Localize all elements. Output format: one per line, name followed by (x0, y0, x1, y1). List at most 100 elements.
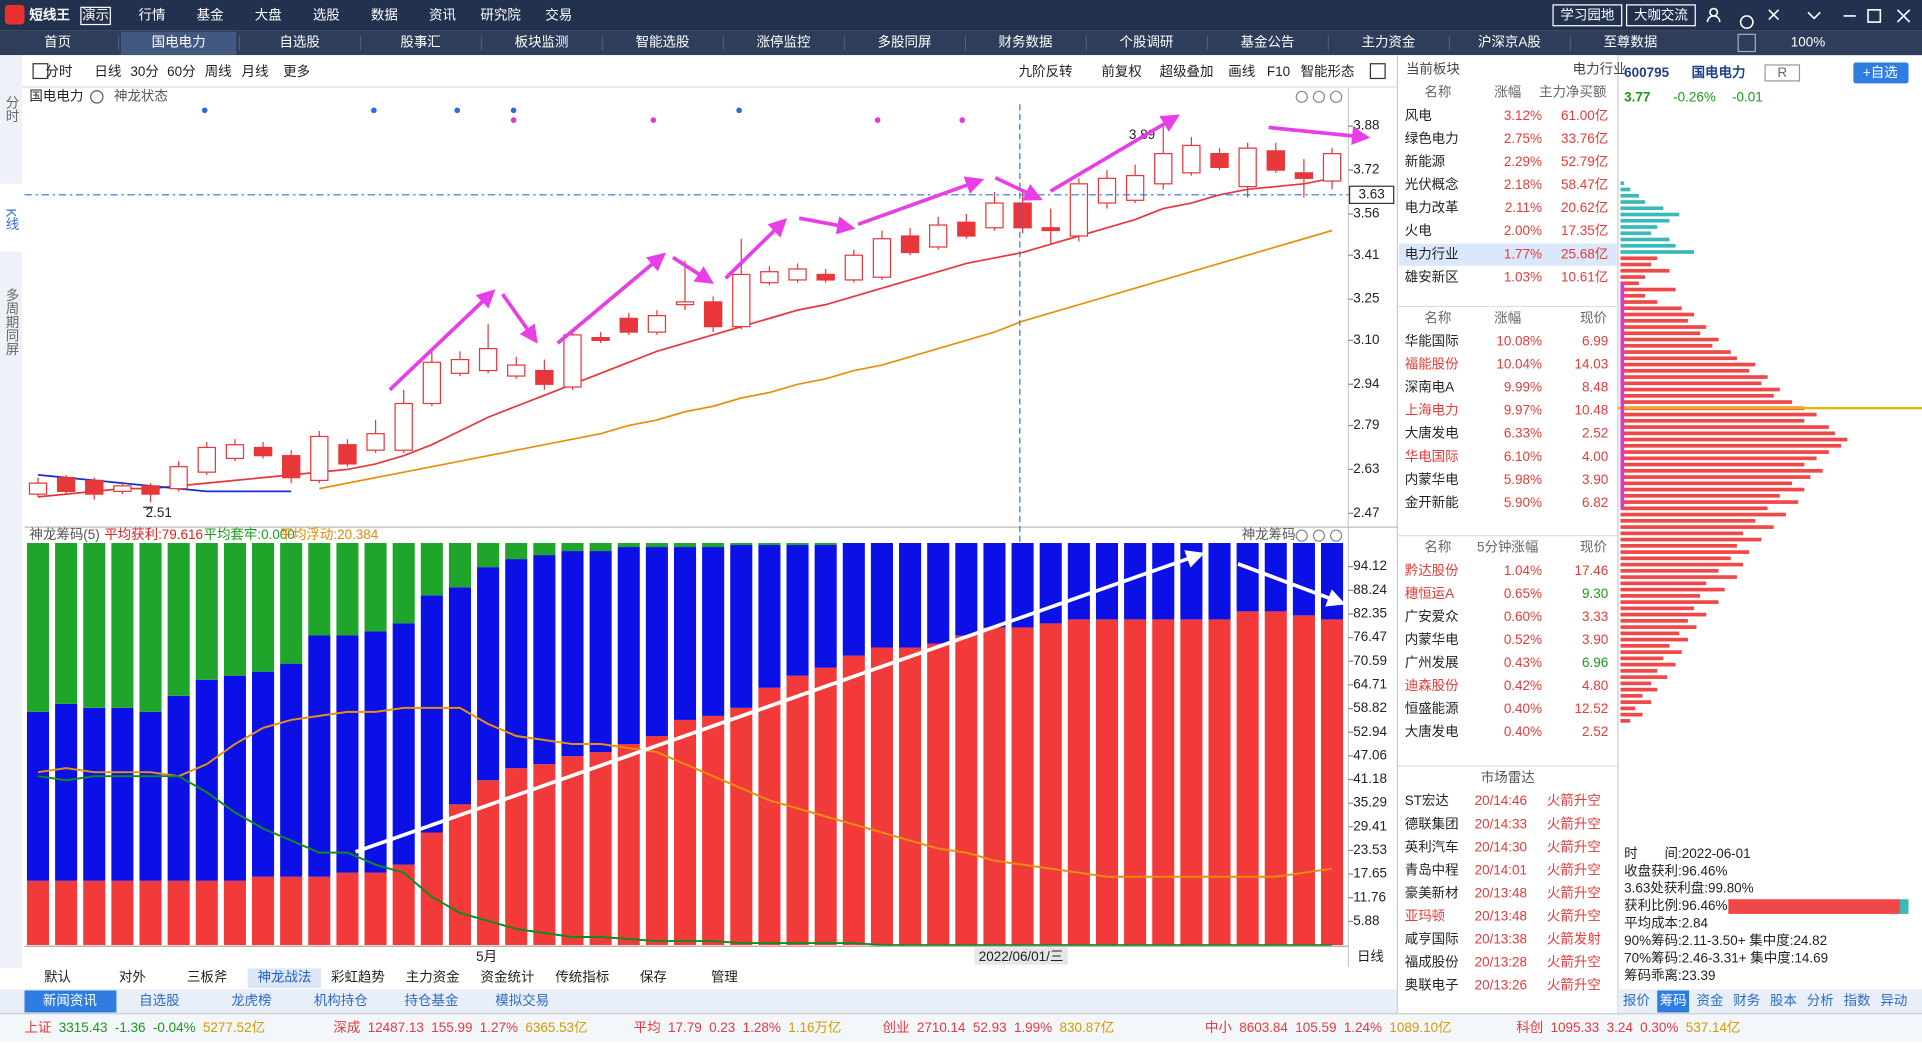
bottom-tab[interactable]: 龙虎榜 (231, 992, 271, 1008)
indicator-tab[interactable]: 传统指标 (555, 970, 609, 985)
tab[interactable]: 板块监测 (515, 34, 569, 49)
menu-item[interactable]: 选股 (313, 7, 340, 22)
dropdown-icon[interactable] (90, 90, 104, 104)
radar-name[interactable]: 亚玛顿 (1405, 908, 1445, 923)
indicator-tab[interactable]: 默认 (44, 970, 71, 985)
row-name[interactable]: 上海电力 (1405, 403, 1459, 418)
row-name[interactable]: 华能国际 (1405, 334, 1459, 349)
toolbar-button[interactable]: 月线 (241, 64, 268, 79)
panel-icon[interactable] (1295, 529, 1308, 542)
top-button-label[interactable]: 大咖交流 (1634, 6, 1688, 22)
menu-item[interactable]: 行情 (139, 7, 166, 22)
right-tab[interactable]: 资金 (1696, 993, 1723, 1008)
window-icon[interactable] (1807, 11, 1821, 20)
bottom-tab[interactable]: 新闻资讯 (43, 993, 97, 1008)
menu-item[interactable]: 大盘 (255, 6, 282, 22)
window-icon[interactable] (1768, 9, 1780, 21)
right-tab[interactable]: 财务 (1733, 993, 1760, 1008)
row-name[interactable]: 内蒙华电 (1405, 472, 1459, 487)
panel-icon[interactable] (1329, 90, 1343, 103)
right-tab[interactable]: 异动 (1880, 993, 1907, 1008)
toolbar-button[interactable]: F10 (1267, 64, 1290, 79)
panel-icon[interactable] (1312, 529, 1326, 542)
radar-name[interactable]: 福成股份 (1405, 955, 1459, 970)
row-name[interactable]: 火电 (1405, 223, 1432, 238)
side-tab[interactable]: K线 (4, 208, 20, 231)
status-item[interactable]: 上证 (25, 1020, 52, 1035)
row-name[interactable]: 电力行业 (1405, 246, 1459, 261)
toolbar-button[interactable]: 分时 (45, 64, 72, 79)
window-icon[interactable] (1739, 15, 1754, 29)
indicator-tab[interactable]: 资金统计 (481, 970, 535, 985)
tab[interactable]: 个股调研 (1120, 34, 1174, 49)
toolbar-button[interactable]: 60分 (167, 64, 195, 79)
toolbar-button[interactable]: 画线 (1228, 64, 1255, 79)
status-item[interactable]: 平均 (634, 1020, 661, 1035)
radar-name[interactable]: 咸亨国际 (1405, 930, 1459, 946)
window-icon[interactable] (1896, 9, 1911, 23)
menu-item[interactable]: 资讯 (429, 7, 456, 22)
row-name[interactable]: 新能源 (1405, 154, 1446, 169)
row-name[interactable]: 黔达股份 (1405, 563, 1459, 578)
row-name[interactable]: 深南电A (1405, 380, 1454, 395)
indicator-tab[interactable]: 对外 (119, 970, 146, 985)
tab[interactable]: 至尊数据 (1603, 34, 1657, 49)
radar-name[interactable]: 青岛中程 (1405, 862, 1459, 877)
right-tab[interactable]: 指数 (1844, 993, 1871, 1008)
radar-name[interactable]: ST宏达 (1405, 793, 1449, 808)
tab[interactable]: 国电电力 (152, 34, 206, 49)
indicator-tab[interactable]: 彩虹趋势 (331, 970, 385, 985)
status-item[interactable]: 中小 (1205, 1020, 1232, 1035)
tab[interactable]: 财务数据 (999, 34, 1053, 49)
indicator-tab[interactable]: 三板斧 (187, 970, 227, 985)
row-name[interactable]: 大唐发电 (1405, 723, 1459, 739)
panel-icon[interactable] (1329, 529, 1343, 542)
tab[interactable]: 智能选股 (636, 34, 690, 49)
menu-item[interactable]: 研究院 (480, 7, 521, 22)
toolbar-button[interactable]: 智能形态 (1301, 64, 1355, 79)
row-name[interactable]: 大唐发电 (1405, 425, 1459, 441)
right-tab[interactable]: 股本 (1770, 993, 1797, 1008)
right-tab[interactable]: 报价 (1623, 993, 1650, 1008)
row-name[interactable]: 广州发展 (1405, 655, 1459, 670)
bottom-tab[interactable]: 模拟交易 (495, 992, 549, 1008)
indicator-tab[interactable]: 主力资金 (406, 970, 460, 985)
status-item[interactable]: 创业 (883, 1020, 910, 1035)
tab[interactable]: 自选股 (279, 34, 319, 49)
toolbar-button[interactable]: 30分 (130, 64, 158, 79)
row-name[interactable]: 内蒙华电 (1405, 632, 1459, 647)
tab[interactable]: 涨停监控 (757, 33, 811, 49)
panel-icon[interactable] (1312, 90, 1326, 103)
tab[interactable]: 多股同屏 (878, 33, 932, 49)
toolbar-button[interactable]: 日线 (94, 64, 121, 79)
row-name[interactable]: 雄安新区 (1405, 269, 1459, 284)
bottom-tab[interactable]: 持仓基金 (405, 992, 459, 1008)
status-item[interactable]: 深成 (333, 1020, 360, 1035)
panel-icon[interactable] (1295, 90, 1308, 103)
right-tab[interactable]: 分析 (1807, 993, 1834, 1008)
toolbar-button[interactable]: 周线 (205, 64, 232, 79)
add-button-label[interactable]: +自选 (1863, 65, 1898, 80)
radar-name[interactable]: 德联集团 (1405, 816, 1459, 831)
radar-name[interactable]: 奥联电子 (1405, 977, 1459, 993)
toolbar-button[interactable]: 九阶反转 (1019, 64, 1073, 79)
right-tab[interactable]: 筹码 (1660, 992, 1687, 1008)
toolbar-button[interactable]: 更多 (283, 63, 310, 79)
menu-item[interactable]: 数据 (371, 7, 398, 22)
row-name[interactable]: 风电 (1405, 108, 1432, 123)
row-name[interactable]: 光伏概念 (1405, 176, 1459, 192)
status-item[interactable]: 科创 (1516, 1020, 1543, 1035)
row-name[interactable]: 穗恒运A (1405, 586, 1454, 601)
indicator-tab[interactable]: 保存 (640, 970, 667, 985)
radar-name[interactable]: 豪美新材 (1405, 885, 1459, 900)
row-name[interactable]: 电力改革 (1405, 200, 1459, 215)
bottom-tab[interactable]: 自选股 (139, 993, 179, 1008)
radar-name[interactable]: 英利汽车 (1405, 838, 1459, 854)
side-tab[interactable]: 分时 (4, 95, 20, 122)
window-icon[interactable] (1706, 7, 1721, 23)
menu-item[interactable]: 基金 (197, 6, 224, 22)
bottom-tab[interactable]: 机构持仓 (314, 993, 368, 1008)
indicator-tab[interactable]: 神龙战法 (257, 970, 311, 985)
side-tab[interactable]: 多周期同屏 (4, 287, 20, 356)
toolbar-button[interactable]: 超级叠加 (1160, 64, 1214, 79)
